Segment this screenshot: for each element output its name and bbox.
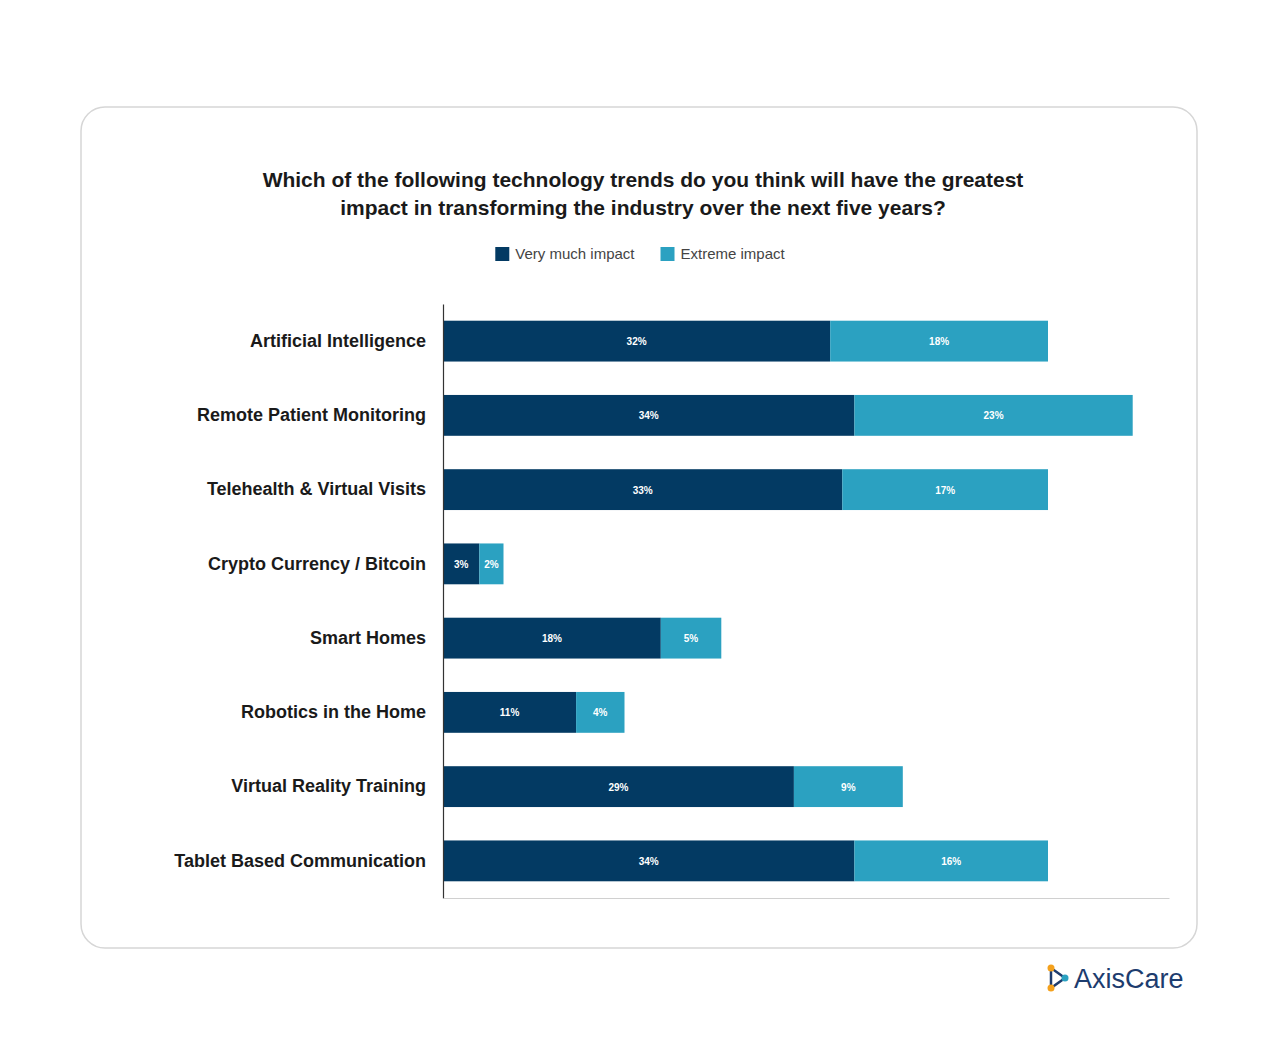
y-tick-label: Artificial Intelligence bbox=[250, 331, 426, 351]
bar bbox=[443, 469, 842, 510]
y-tick: Remote Patient Monitoring bbox=[197, 405, 426, 425]
bar bbox=[576, 692, 624, 733]
data-label: 29% bbox=[608, 782, 628, 793]
bar bbox=[661, 618, 722, 659]
bar bbox=[443, 321, 830, 362]
bar bbox=[443, 395, 854, 436]
bar bbox=[854, 840, 1048, 881]
data-label: 5% bbox=[684, 633, 699, 644]
legend-label: Very much impact bbox=[515, 245, 635, 262]
data-label: 18% bbox=[929, 336, 949, 347]
bars bbox=[443, 321, 1133, 882]
bar bbox=[854, 395, 1132, 436]
logo-text: AxisCare bbox=[1074, 964, 1184, 994]
y-tick-label: Virtual Reality Training bbox=[231, 776, 426, 796]
bar bbox=[443, 543, 479, 584]
bar bbox=[479, 543, 503, 584]
chart-title: impact in transforming the industry over… bbox=[340, 196, 946, 219]
series bbox=[443, 321, 854, 882]
data-label: 16% bbox=[941, 856, 961, 867]
data-label: 34% bbox=[639, 410, 659, 421]
bar bbox=[842, 469, 1048, 510]
logo: AxisCare bbox=[1048, 964, 1184, 994]
bar bbox=[794, 766, 903, 807]
bar bbox=[443, 618, 661, 659]
x-axis bbox=[444, 898, 1170, 899]
y-tick-label: Smart Homes bbox=[310, 628, 426, 648]
series bbox=[479, 321, 1132, 882]
logo-dot bbox=[1062, 975, 1069, 982]
legend: Very much impact Extreme impact bbox=[495, 245, 785, 262]
data-label: 32% bbox=[627, 336, 647, 347]
y-tick: Crypto Currency / Bitcoin bbox=[208, 554, 426, 574]
data-labels: 32% 34% 33% 3% 18% 11% 29% 34% 18% 23% 17% 2% 5% 4% 9%… bbox=[454, 336, 1004, 867]
legend-swatch bbox=[495, 247, 509, 261]
bar bbox=[830, 321, 1048, 362]
card bbox=[81, 107, 1197, 948]
chart-title: Which of the following technology trends… bbox=[263, 168, 1024, 191]
legend-swatch bbox=[661, 247, 675, 261]
data-label: 33% bbox=[633, 485, 653, 496]
y-axis: Artificial Intelligence Remote Patient Mo… bbox=[174, 305, 443, 899]
y-tick-label: Crypto Currency / Bitcoin bbox=[208, 554, 426, 574]
y-tick: Smart Homes bbox=[310, 628, 426, 648]
data-label: 11% bbox=[500, 707, 520, 718]
legend-item: Very much impact bbox=[495, 245, 635, 262]
data-label: 3% bbox=[454, 559, 469, 570]
y-tick-label: Remote Patient Monitoring bbox=[197, 405, 426, 425]
logo-dot bbox=[1048, 985, 1055, 992]
logo-dot bbox=[1048, 965, 1055, 972]
legend-item: Extreme impact bbox=[661, 245, 786, 262]
data-label: 9% bbox=[841, 782, 856, 793]
y-tick-label: Tablet Based Communication bbox=[174, 851, 426, 871]
y-tick: Telehealth & Virtual Visits bbox=[207, 479, 426, 499]
chart-svg: Which of the following technology trends… bbox=[0, 0, 1280, 1056]
data-label: 34% bbox=[639, 856, 659, 867]
data-label: 2% bbox=[484, 559, 499, 570]
logo-icon bbox=[1048, 965, 1069, 992]
y-tick-label: Robotics in the Home bbox=[241, 702, 426, 722]
y-tick: Robotics in the Home bbox=[241, 702, 426, 722]
y-tick: Virtual Reality Training bbox=[231, 776, 426, 796]
bar bbox=[443, 766, 794, 807]
y-tick: Artificial Intelligence bbox=[250, 331, 426, 351]
bar bbox=[443, 840, 854, 881]
data-label: 18% bbox=[542, 633, 562, 644]
data-label: 4% bbox=[593, 707, 608, 718]
legend-label: Extreme impact bbox=[681, 245, 786, 262]
y-tick-label: Telehealth & Virtual Visits bbox=[207, 479, 426, 499]
data-label: 23% bbox=[984, 410, 1004, 421]
y-tick: Tablet Based Communication bbox=[174, 851, 426, 871]
bar bbox=[443, 692, 576, 733]
y-axis-line bbox=[443, 305, 444, 899]
x-axis-line bbox=[444, 898, 1170, 899]
data-label: 17% bbox=[935, 485, 955, 496]
